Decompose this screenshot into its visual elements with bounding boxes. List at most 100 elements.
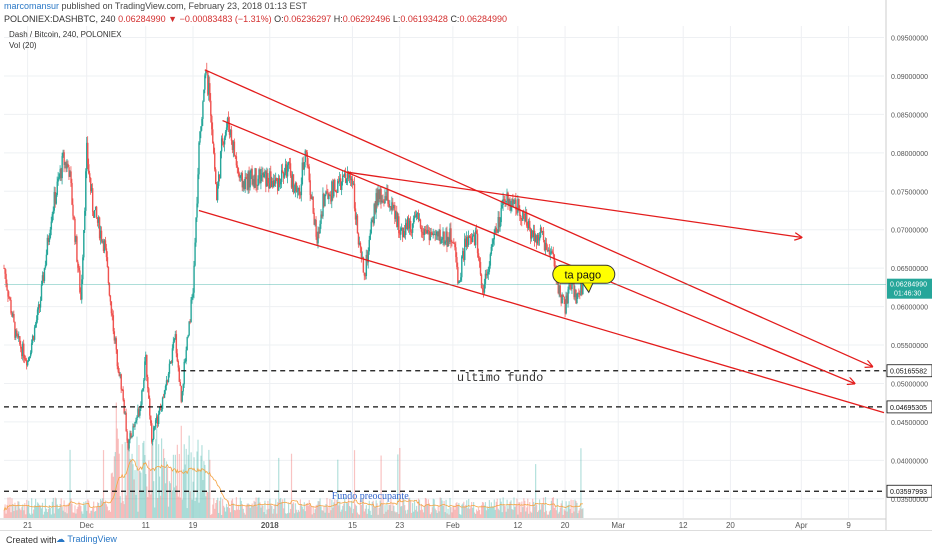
volume-bar <box>351 513 354 518</box>
volume-bar <box>10 512 12 518</box>
candle-body <box>107 267 110 284</box>
candle-body <box>98 217 101 239</box>
candle-body <box>436 231 438 235</box>
price-chart[interactable]: 0.09500000 0.09000000 0.08500000 0.08000000… <box>0 0 932 530</box>
y-tick-label: 0.06500000 <box>891 266 928 273</box>
candle-body <box>210 100 212 116</box>
y-tick-label: 0.09000000 <box>891 74 928 81</box>
candle-body <box>539 227 542 238</box>
volume-bar <box>414 509 417 518</box>
volume-bar <box>575 500 577 518</box>
volume-bar <box>571 513 573 518</box>
candle-body <box>371 219 373 222</box>
candle-body <box>451 242 453 243</box>
volume-bar <box>202 480 204 518</box>
candle-body <box>91 188 93 192</box>
candle-body <box>169 361 172 364</box>
candle-body <box>517 198 519 213</box>
candle-body <box>49 229 52 238</box>
volume-bar <box>569 509 571 518</box>
volume-bar <box>375 500 377 518</box>
candle-body <box>462 251 464 257</box>
candle-body <box>409 220 412 232</box>
candle-body <box>482 289 485 293</box>
candle-body <box>403 231 405 238</box>
candle-body <box>17 334 19 338</box>
volume-bar <box>75 513 77 518</box>
volume-bar <box>45 508 48 518</box>
volume-bar <box>210 514 212 518</box>
volume-bar <box>459 514 461 518</box>
candle-body <box>285 164 288 177</box>
volume-bar <box>341 509 343 518</box>
candle-body <box>514 199 516 204</box>
candle-body <box>254 168 256 188</box>
candle-body <box>299 194 302 196</box>
candle-body <box>385 196 387 201</box>
candle-body <box>431 232 433 236</box>
candle-body <box>306 152 308 166</box>
volume-bar <box>141 490 143 518</box>
volume-bar <box>268 508 270 518</box>
volume-bar <box>315 505 317 518</box>
candle-body <box>508 198 510 204</box>
volume-bar <box>556 498 558 518</box>
candle-body <box>256 185 258 186</box>
candle-body <box>524 215 526 222</box>
candle-body <box>50 221 53 230</box>
candle-body <box>419 219 422 228</box>
volume-bar <box>117 438 119 518</box>
candle-body <box>427 229 430 232</box>
volume-bar <box>6 504 8 518</box>
volume-bar <box>195 497 197 518</box>
volume-bar <box>363 511 365 518</box>
volume-bar <box>107 510 110 518</box>
candle-body <box>325 191 327 195</box>
volume-bar <box>127 447 129 518</box>
volume-bar <box>95 510 97 518</box>
volume-bar <box>408 497 410 518</box>
tradingview-logo-icon[interactable]: ☁ TradingView <box>56 534 117 544</box>
candle-body <box>161 397 164 409</box>
volume-bar <box>437 505 439 518</box>
volume-bar <box>484 502 487 518</box>
author-link[interactable]: marcomansur <box>4 1 60 11</box>
candle-body <box>81 279 83 300</box>
volume-bar <box>299 499 301 518</box>
volume-bar <box>325 504 327 518</box>
volume-bar <box>190 452 192 518</box>
volume-bar <box>388 504 390 518</box>
candle-body <box>54 192 56 204</box>
candle-body <box>380 189 382 203</box>
candle-body <box>26 360 28 366</box>
volume-bar <box>175 485 177 518</box>
volume-bar <box>498 510 500 518</box>
open-label: O: <box>274 14 284 24</box>
volume-bar <box>164 483 167 518</box>
candle-body <box>80 292 82 300</box>
candle-body <box>279 181 282 185</box>
volume-bar <box>67 503 69 518</box>
volume-bar <box>382 497 384 518</box>
candle-body <box>547 250 550 252</box>
candle-body <box>473 234 476 246</box>
volume-bar <box>207 492 209 518</box>
volume-bar <box>508 504 510 518</box>
candle-body <box>250 168 252 174</box>
volume-bar <box>89 513 91 518</box>
candle-body <box>485 273 488 276</box>
candle-body <box>489 254 492 266</box>
candle-body <box>51 214 54 222</box>
volume-bar <box>87 499 89 518</box>
volume-bar <box>572 499 574 518</box>
candle-body <box>575 289 577 304</box>
volume-bar <box>465 504 467 518</box>
candle-body <box>128 439 130 449</box>
volume-bar <box>475 509 478 518</box>
x-tick-label: 19 <box>189 521 198 530</box>
volume-bar <box>279 498 281 518</box>
volume-bar <box>509 501 511 518</box>
volume-bar <box>171 490 174 518</box>
candle-body <box>157 413 160 424</box>
candle-body <box>390 206 392 210</box>
